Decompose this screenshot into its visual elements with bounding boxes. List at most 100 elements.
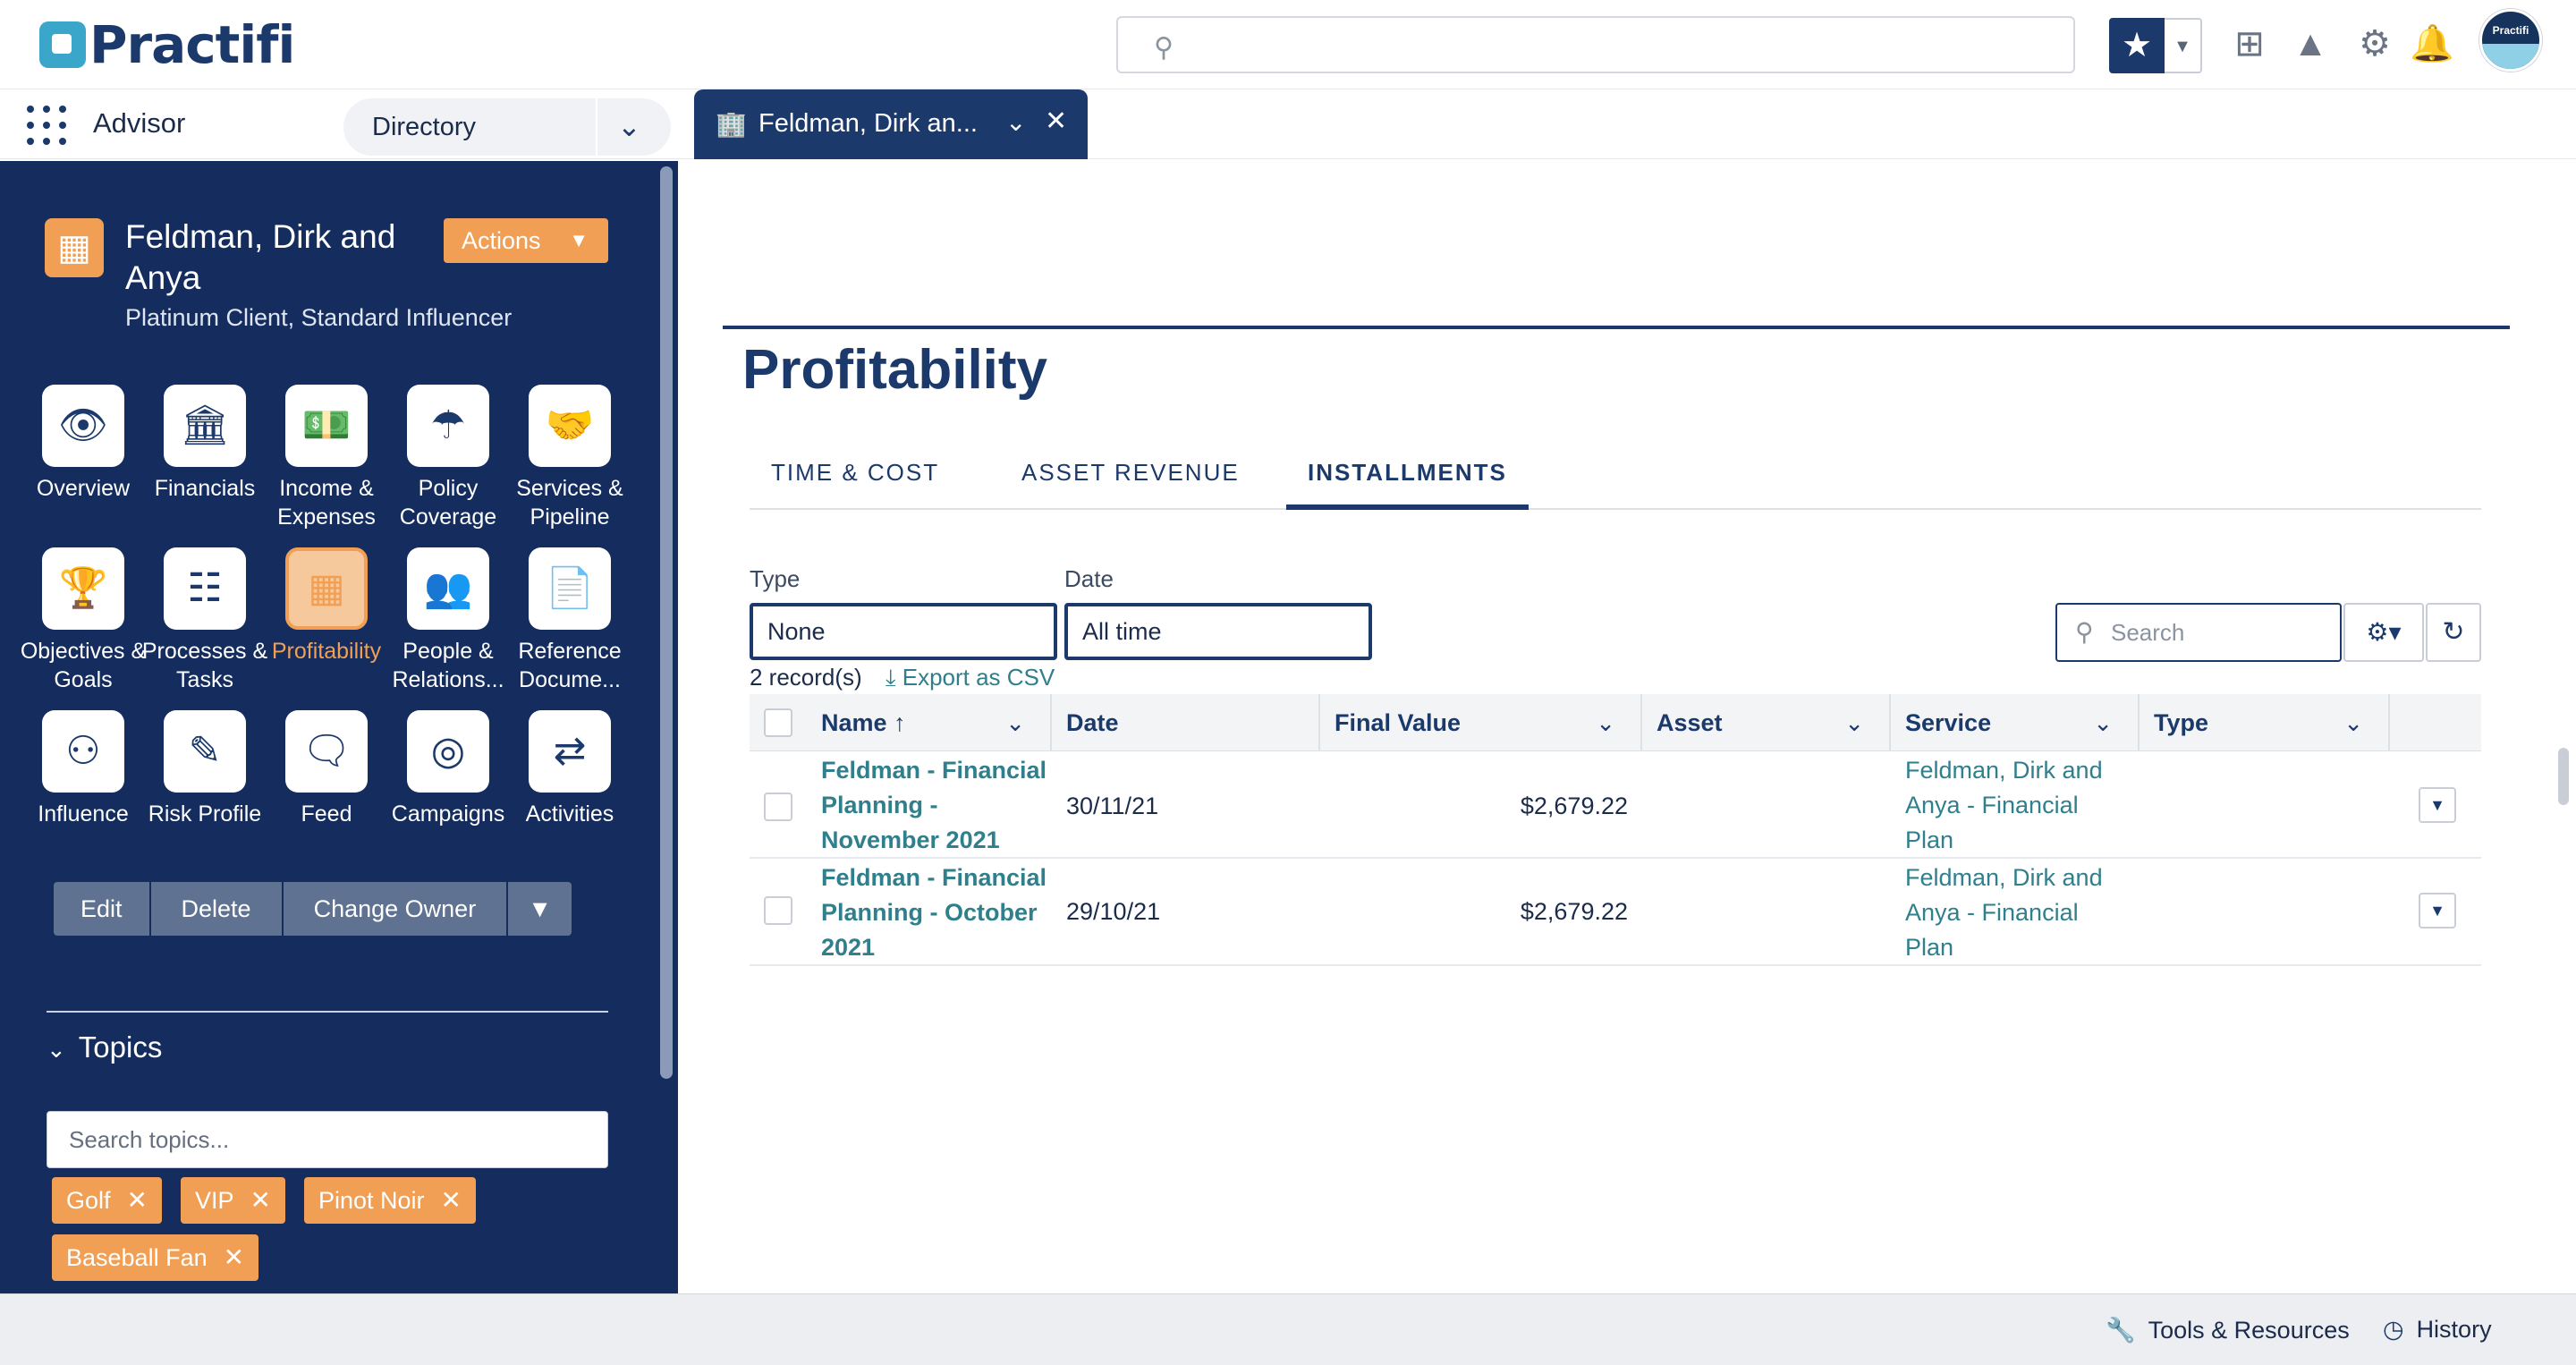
add-plus-icon[interactable]: ⊞	[2234, 24, 2265, 64]
topic-chip-pinot-noir[interactable]: Pinot Noir ✕	[304, 1177, 477, 1224]
column-header-type[interactable]: Type ⌄	[2140, 694, 2390, 751]
settings-gear-icon[interactable]: ⚙	[2359, 24, 2391, 64]
remove-tag-icon[interactable]: ✕	[440, 1186, 462, 1214]
nav-tile-financials[interactable]: 🏛 Financials	[138, 385, 272, 503]
directory-nav-select[interactable]: Directory ⌄	[343, 98, 671, 156]
export-csv-link[interactable]: ⤓ Export as CSV	[886, 664, 1055, 691]
table-search-input[interactable]	[2111, 605, 2334, 660]
sidebar-scrollbar[interactable]	[660, 166, 673, 1079]
practifi-logo[interactable]: Practifi	[39, 14, 295, 75]
change-owner-button[interactable]: Change Owner	[283, 882, 509, 936]
nav-tile-profitability[interactable]: ▦ Profitability	[259, 547, 394, 666]
select-all-checkbox[interactable]	[764, 708, 792, 737]
nav-tile-activities[interactable]: ⇄ Activities	[503, 710, 637, 828]
nav-tile-reference-documents[interactable]: 📄 Reference Docume...	[503, 547, 637, 694]
refresh-icon[interactable]: ↻	[2426, 603, 2481, 662]
user-avatar[interactable]: Practifi	[2479, 9, 2542, 72]
caret-down-icon: ▼	[569, 229, 589, 251]
installment-service-link[interactable]: Feldman, Dirk and Anya - Financial Plan	[1905, 864, 2103, 961]
row-actions-dropdown[interactable]: ▼	[2419, 787, 2456, 823]
nav-tile-people-relationships[interactable]: 👥 People & Relations...	[381, 547, 515, 694]
trailhead-icon[interactable]: ▲	[2292, 24, 2328, 64]
nav-tile-income-expenses[interactable]: 💵 Income & Expenses	[259, 385, 394, 531]
remove-tag-icon[interactable]: ✕	[126, 1186, 148, 1214]
favorites-star-button[interactable]: ★	[2109, 18, 2165, 73]
row-checkbox[interactable]	[764, 793, 792, 821]
tab-time-cost[interactable]: TIME & COST	[771, 459, 940, 486]
tab-asset-revenue[interactable]: ASSET REVENUE	[1021, 459, 1240, 486]
table-settings-button[interactable]: ⚙▾	[2343, 603, 2424, 662]
nav-tile-policy-coverage[interactable]: ☂ Policy Coverage	[381, 385, 515, 531]
type-filter-select[interactable]: None	[750, 603, 1057, 660]
nav-tile-overview[interactable]: 👁 Overview	[16, 385, 150, 503]
nav-tile-campaigns[interactable]: ◎ Campaigns	[381, 710, 515, 828]
installment-date: 29/10/21	[1066, 898, 1161, 925]
actions-button[interactable]: Actions ▼	[444, 218, 608, 263]
eye-icon: 👁	[42, 385, 124, 467]
tab-close-icon[interactable]: ✕	[1045, 106, 1068, 136]
table-header: Name ↑ ⌄ Date Final Value ⌄ Asset ⌄ Serv…	[750, 694, 2481, 751]
tab-chevron-down-icon[interactable]: ⌄	[1005, 108, 1027, 136]
record-workspace-tab[interactable]: 🏢 Feldman, Dirk an... ⌄ ✕	[694, 89, 1088, 159]
nav-tile-risk-profile[interactable]: ✎ Risk Profile	[138, 710, 272, 828]
column-header-final-value[interactable]: Final Value ⌄	[1320, 694, 1642, 751]
app-name: Advisor	[93, 107, 186, 139]
chevron-down-icon[interactable]: ⌄	[1844, 709, 1864, 736]
sort-up-arrow-icon: ↑	[894, 709, 906, 736]
table-search-field[interactable]: ⚲	[2055, 603, 2342, 662]
history-button[interactable]: ◷ History	[2383, 1316, 2492, 1343]
installment-name-link[interactable]: Feldman - Financial Planning - October 2…	[821, 864, 1047, 961]
notifications-bell-icon[interactable]: 🔔	[2410, 24, 2454, 64]
remove-tag-icon[interactable]: ✕	[250, 1186, 271, 1214]
column-header-name[interactable]: Name ↑ ⌄	[807, 694, 1052, 751]
column-header-date[interactable]: Date	[1052, 694, 1320, 751]
chevron-down-icon[interactable]: ⌄	[2093, 709, 2113, 736]
app-launcher-icon[interactable]	[27, 106, 66, 145]
installment-service-link[interactable]: Feldman, Dirk and Anya - Financial Plan	[1905, 757, 2103, 853]
installment-name-link[interactable]: Feldman - Financial Planning - November …	[821, 757, 1047, 853]
favorites-dropdown-button[interactable]: ▼	[2165, 18, 2202, 73]
chevron-down-icon[interactable]: ⌄	[617, 110, 641, 142]
column-header-asset[interactable]: Asset ⌄	[1642, 694, 1891, 751]
pencil-icon: ✎	[164, 710, 246, 793]
people-icon: 👥	[407, 547, 489, 630]
handshake-icon: 🤝	[529, 385, 611, 467]
chevron-down-icon[interactable]: ⌄	[2343, 709, 2363, 736]
topics-search-input[interactable]	[47, 1112, 607, 1167]
topics-section-toggle[interactable]: ⌄ Topics	[47, 1030, 163, 1064]
main-scrollbar[interactable]	[2558, 748, 2569, 805]
trophy-icon: 🏆	[42, 547, 124, 630]
edit-button[interactable]: Edit	[54, 882, 151, 936]
nav-tile-objectives-goals[interactable]: 🏆 Objectives & Goals	[16, 547, 150, 694]
global-header: Practifi ⚲ ★ ▼ ⊞ ▲ ⚙ 🔔 Practifi	[0, 0, 2576, 89]
topic-chip-golf[interactable]: Golf ✕	[52, 1177, 162, 1224]
topic-chip-vip[interactable]: VIP ✕	[181, 1177, 285, 1224]
date-filter-select[interactable]: All time	[1064, 603, 1372, 660]
row-actions-dropdown[interactable]: ▼	[2419, 893, 2456, 928]
document-icon: 📄	[529, 547, 611, 630]
delete-button[interactable]: Delete	[150, 882, 284, 936]
chevron-down-icon[interactable]: ⌄	[1005, 709, 1025, 736]
download-icon: ⤓	[886, 664, 896, 691]
nav-tile-feed[interactable]: 🗨 Feed	[259, 710, 394, 828]
record-action-buttons: Edit Delete Change Owner ▼	[54, 882, 572, 936]
utility-bar: 🔧 Tools & Resources ◷ History	[0, 1293, 2576, 1365]
installment-date: 30/11/21	[1066, 793, 1159, 819]
global-search-input[interactable]: ⚲	[1116, 16, 2075, 73]
building-icon: 🏢	[716, 110, 747, 138]
nav-tile-services-pipeline[interactable]: 🤝 Services & Pipeline	[503, 385, 637, 531]
remove-tag-icon[interactable]: ✕	[223, 1243, 245, 1271]
nav-tile-processes-tasks[interactable]: ☷ Processes & Tasks	[138, 547, 272, 694]
tab-installments[interactable]: INSTALLMENTS	[1286, 447, 1529, 510]
nav-tile-influence[interactable]: ⚇ Influence	[16, 710, 150, 828]
chevron-down-icon[interactable]: ⌄	[1596, 709, 1615, 736]
topics-search-field[interactable]	[47, 1111, 608, 1168]
money-icon: 💵	[285, 385, 368, 467]
profitability-tabs: TIME & COST ASSET REVENUE INSTALLMENTS	[750, 447, 2481, 510]
tools-resources-button[interactable]: 🔧 Tools & Resources	[2106, 1317, 2350, 1344]
column-header-service[interactable]: Service ⌄	[1891, 694, 2140, 751]
more-actions-dropdown[interactable]: ▼	[508, 882, 572, 936]
topic-chip-baseball-fan[interactable]: Baseball Fan ✕	[52, 1234, 259, 1281]
household-building-icon: ▦	[45, 218, 104, 277]
row-checkbox[interactable]	[764, 896, 792, 925]
